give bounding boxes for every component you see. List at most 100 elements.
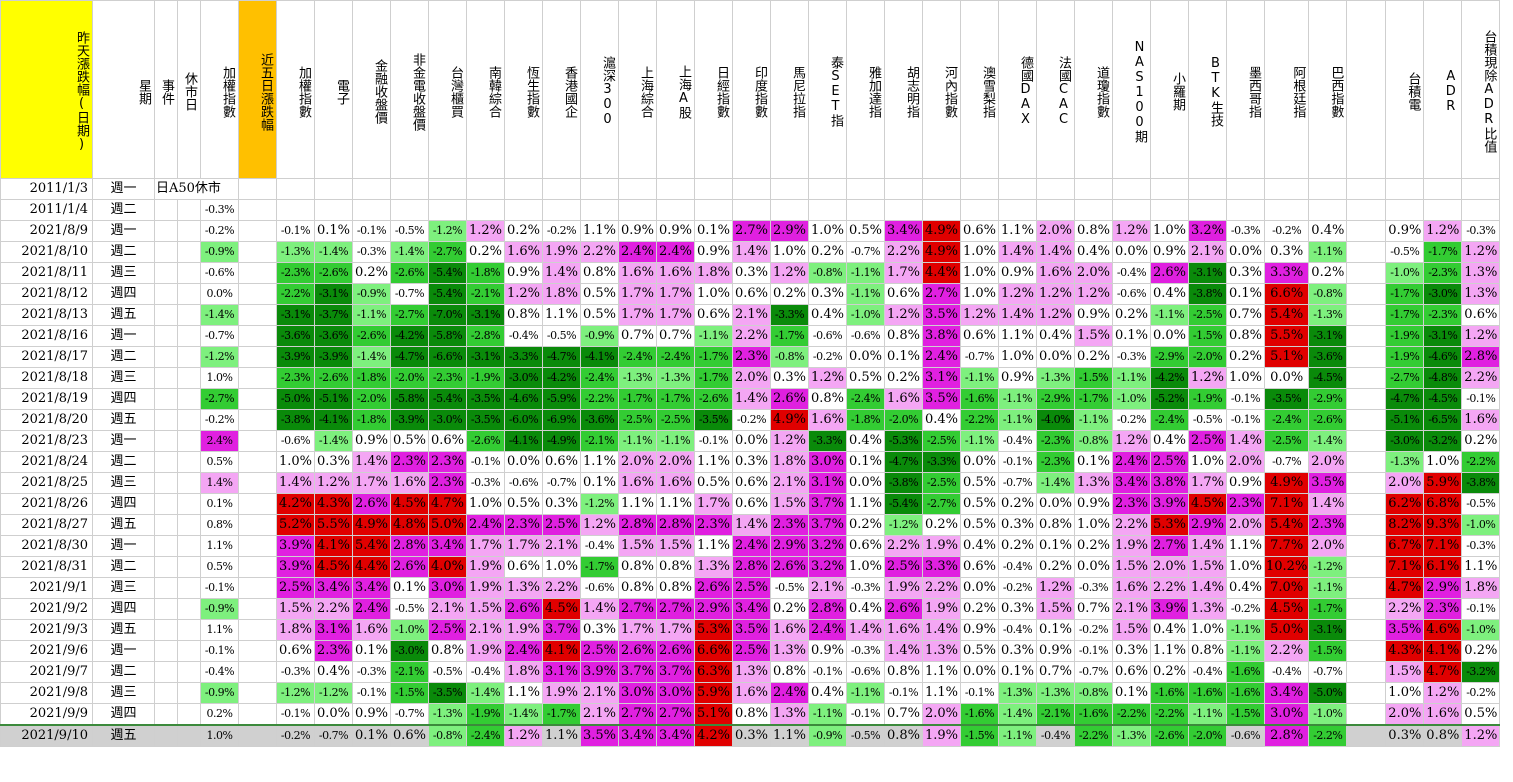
value-cell[interactable]: 4.9% [770,409,809,431]
value-cell[interactable]: -0.7% [390,283,429,305]
value-cell[interactable]: 5.1% [694,703,733,726]
value-cell[interactable] [1346,283,1387,305]
value-cell[interactable]: 3.5% [732,619,771,641]
value-cell[interactable]: 0.8% [1226,325,1265,347]
value-cell[interactable]: 2.6% [770,388,809,410]
column-header[interactable]: 澳雪梨指 [960,0,999,179]
five-day-cell[interactable] [238,514,277,536]
value-cell[interactable]: -2.2% [1308,724,1348,747]
value-cell[interactable]: 0.1% [1036,535,1075,557]
value-cell[interactable]: 1.7% [656,283,695,305]
value-cell[interactable]: 0.1% [1112,682,1151,704]
value-cell[interactable]: 0.0% [960,661,999,683]
value-cell[interactable]: -1.7% [1308,598,1348,620]
event-cell[interactable] [154,451,178,473]
value-cell[interactable]: -0.3% [846,577,885,599]
value-cell[interactable]: 4.5% [542,598,581,620]
value-cell[interactable]: -2.2% [1112,703,1151,726]
value-cell[interactable]: 4.6% [1423,619,1463,641]
value-cell[interactable]: -2.4% [1150,409,1189,431]
value-cell[interactable]: 1.6% [390,472,429,494]
value-cell[interactable]: -2.6% [390,262,429,284]
value-cell[interactable]: -1.7% [1423,241,1463,263]
column-header[interactable]: 上海綜合 [618,0,657,179]
value-cell[interactable]: -1.3% [1112,724,1151,747]
date-cell[interactable]: 2021/9/9 [0,703,93,726]
value-cell[interactable]: -2.2% [1461,451,1501,473]
value-cell[interactable]: 0.7% [618,325,657,347]
value-cell[interactable]: 0.6% [276,640,315,662]
value-cell[interactable]: 0.4% [846,430,885,452]
value-cell[interactable]: -3.9% [276,346,315,368]
value-cell[interactable]: -1.2% [580,493,619,515]
value-cell[interactable]: 2.7% [732,220,771,242]
value-cell[interactable]: 0.2% [922,514,961,536]
value-cell[interactable]: 3.4% [428,535,467,557]
value-cell[interactable]: 3.4% [656,724,695,747]
value-cell[interactable]: -0.1% [466,451,505,473]
value-cell[interactable] [580,199,619,221]
column-header[interactable]: 德國DAX [998,0,1037,179]
value-cell[interactable] [1346,241,1387,263]
value-cell[interactable]: 0.8% [618,577,657,599]
value-cell[interactable]: -0.3% [276,661,315,683]
value-cell[interactable]: -1.8% [352,367,391,389]
value-cell[interactable] [656,199,695,221]
value-cell[interactable]: 1.2% [884,304,923,326]
holiday-cell[interactable] [177,556,201,578]
column-header[interactable]: 星期 [92,0,155,179]
value-cell[interactable]: 1.5% [770,493,809,515]
value-cell[interactable]: -1.4% [352,346,391,368]
value-cell[interactable]: -3.5% [466,388,505,410]
value-cell[interactable]: -1.9% [1188,388,1227,410]
value-cell[interactable]: 2.1% [580,682,619,704]
value-cell[interactable]: 2.4% [808,619,847,641]
value-cell[interactable]: 2.1% [580,703,619,726]
event-cell[interactable] [154,283,178,305]
value-cell[interactable]: 0.2% [1150,661,1189,683]
column-header[interactable]: 昨天漲跌幅(日期) [0,0,93,179]
value-cell[interactable]: 1.4% [732,388,771,410]
value-cell[interactable]: -2.6% [314,262,353,284]
date-cell[interactable]: 2021/8/13 [0,304,93,326]
value-cell[interactable]: -5.8% [428,325,467,347]
event-cell[interactable] [154,598,178,620]
index-change-cell[interactable]: -0.1% [200,640,239,662]
value-cell[interactable]: 0.5% [846,220,885,242]
value-cell[interactable]: -2.8% [466,325,505,347]
value-cell[interactable]: -0.3% [1461,535,1501,557]
value-cell[interactable] [884,178,923,200]
value-cell[interactable]: 0.0% [1036,346,1075,368]
value-cell[interactable] [1346,724,1387,747]
value-cell[interactable] [504,199,543,221]
column-header[interactable]: 加權指數 [276,0,315,179]
value-cell[interactable]: 1.8% [770,451,809,473]
value-cell[interactable]: -0.7% [1074,661,1113,683]
value-cell[interactable]: 1.2% [580,514,619,536]
date-cell[interactable]: 2021/8/30 [0,535,93,557]
value-cell[interactable]: 0.2% [960,598,999,620]
value-cell[interactable]: 2.6% [770,556,809,578]
value-cell[interactable]: -4.5% [1308,367,1348,389]
value-cell[interactable]: 1.3% [922,640,961,662]
value-cell[interactable]: 1.3% [770,640,809,662]
value-cell[interactable]: -1.8% [352,409,391,431]
value-cell[interactable]: 0.7% [1074,598,1113,620]
value-cell[interactable]: 0.1% [1036,619,1075,641]
value-cell[interactable]: 0.9% [1074,304,1113,326]
column-header[interactable]: 道瓊指數 [1074,0,1113,179]
value-cell[interactable]: 1.4% [732,514,771,536]
value-cell[interactable]: -0.1% [1226,388,1265,410]
value-cell[interactable]: 1.4% [1188,577,1227,599]
value-cell[interactable]: 3.9% [1150,493,1189,515]
value-cell[interactable]: -1.1% [1112,367,1151,389]
value-cell[interactable]: 1.6% [656,262,695,284]
five-day-cell[interactable] [238,409,277,431]
value-cell[interactable]: -6.5% [1423,409,1463,431]
event-cell[interactable] [154,493,178,515]
value-cell[interactable]: 1.7% [694,493,733,515]
value-cell[interactable]: 3.4% [732,598,771,620]
value-cell[interactable]: 6.6% [694,640,733,662]
value-cell[interactable]: -4.1% [504,430,543,452]
value-cell[interactable]: -5.3% [884,430,923,452]
